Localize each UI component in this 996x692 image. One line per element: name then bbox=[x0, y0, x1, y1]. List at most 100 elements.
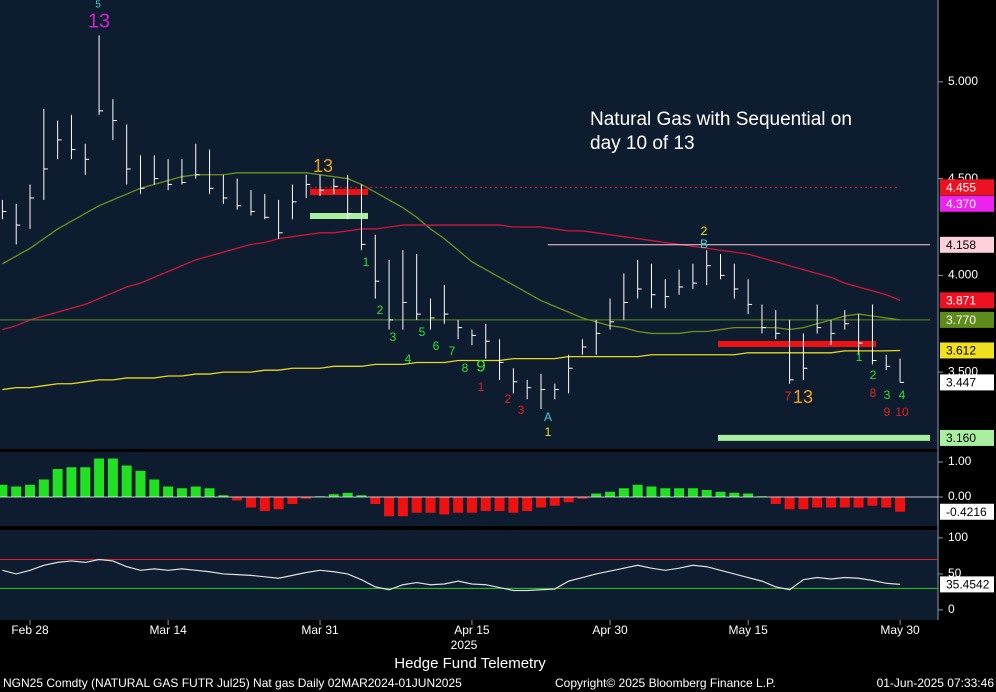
histogram-bar bbox=[425, 497, 436, 513]
annotation: 13 bbox=[313, 156, 333, 176]
note: Natural Gas with Sequential on bbox=[590, 109, 852, 130]
value-box bbox=[940, 342, 994, 359]
histogram-bar bbox=[356, 495, 367, 498]
histogram-bar bbox=[853, 497, 864, 508]
histogram-bar bbox=[632, 484, 643, 498]
annotation: 7 bbox=[784, 388, 791, 403]
histogram-bar bbox=[577, 497, 588, 499]
annotation: 2 bbox=[505, 392, 512, 406]
histogram-bar bbox=[522, 497, 533, 512]
histogram-bar bbox=[480, 497, 491, 512]
annotation: 3 bbox=[884, 388, 891, 402]
histogram-bar bbox=[784, 497, 795, 510]
histogram-bar bbox=[660, 488, 671, 498]
histogram-bar bbox=[218, 495, 229, 498]
histogram-bar bbox=[701, 490, 712, 498]
annotation: 13 bbox=[88, 10, 110, 32]
moving-average bbox=[2, 172, 901, 335]
histogram-bar bbox=[342, 492, 353, 498]
histogram-bar bbox=[826, 497, 836, 508]
x-tick-label: Feb 28 bbox=[11, 623, 49, 637]
histogram-bar bbox=[370, 497, 381, 505]
annotation: 1 bbox=[363, 255, 370, 269]
annotation: 6 bbox=[433, 339, 440, 353]
value-box bbox=[940, 311, 994, 328]
histogram-bar bbox=[25, 484, 36, 498]
moving-average bbox=[2, 224, 901, 331]
annotation: 5 bbox=[419, 325, 426, 339]
value-box bbox=[940, 195, 994, 212]
value-box bbox=[940, 429, 994, 446]
histogram-bar bbox=[301, 497, 312, 499]
value-box-label: 4.158 bbox=[946, 238, 976, 252]
y-tick-label: 5.000 bbox=[948, 74, 978, 88]
annotation: 3 bbox=[390, 330, 397, 344]
value-box-label: 3.612 bbox=[946, 344, 976, 358]
annotation: 2 bbox=[377, 303, 384, 317]
annotation: 2 bbox=[701, 224, 708, 238]
histogram-bar bbox=[729, 492, 740, 498]
histogram-bar bbox=[881, 497, 892, 508]
annotation: 4 bbox=[899, 388, 906, 402]
histogram-bar bbox=[439, 497, 450, 515]
histogram-bar bbox=[743, 493, 754, 498]
x-tick-label: Apr 15 bbox=[454, 623, 490, 637]
annotation: 7 bbox=[449, 344, 456, 358]
annotation: 8 bbox=[870, 386, 877, 400]
histogram-bar bbox=[384, 497, 395, 517]
histogram-bar bbox=[646, 486, 657, 498]
value-box-label: 3.770 bbox=[946, 313, 976, 327]
x-tick-label: Mar 31 bbox=[301, 623, 339, 637]
histogram-bar bbox=[591, 493, 602, 498]
x-tick-label: May 15 bbox=[728, 623, 768, 637]
value-box bbox=[940, 179, 994, 196]
value-box-label: 4.455 bbox=[946, 180, 976, 194]
histogram-bar bbox=[466, 497, 477, 513]
histogram-bar bbox=[687, 488, 698, 498]
histogram-bar bbox=[411, 497, 422, 513]
histogram-bar bbox=[135, 470, 146, 498]
histogram-bar bbox=[287, 497, 298, 505]
histogram-bar bbox=[94, 458, 105, 498]
histogram-bar bbox=[190, 486, 201, 498]
annotation: 13 bbox=[793, 387, 813, 407]
oscillator-panel bbox=[0, 530, 938, 620]
x-axis-year: 2025 bbox=[451, 638, 478, 652]
footer-title: Hedge Fund Telemetry bbox=[394, 655, 546, 672]
histogram-bar bbox=[715, 491, 726, 498]
annotation: 1 bbox=[545, 425, 552, 439]
value-box-label: 3.447 bbox=[946, 376, 976, 390]
histogram-bar bbox=[66, 467, 77, 498]
x-tick-label: May 30 bbox=[880, 623, 920, 637]
histogram-bar bbox=[38, 479, 49, 498]
histogram-bar bbox=[895, 497, 906, 512]
note: day 10 of 13 bbox=[590, 133, 695, 154]
y-tick-label: 1.00 bbox=[948, 454, 972, 468]
value-box-label: 35.4542 bbox=[946, 578, 990, 592]
footer-security: NGN25 Comdty (NATURAL GAS FUTR Jul25) Na… bbox=[3, 676, 462, 690]
footer-timestamp: 01-Jun-2025 07:33:46 bbox=[877, 676, 995, 690]
moving-average bbox=[2, 349, 901, 391]
value-box bbox=[940, 576, 994, 593]
footer-copyright: Copyright© 2025 Bloomberg Finance L.P. bbox=[555, 676, 776, 690]
histogram-bar bbox=[618, 488, 629, 498]
annotation: 9 bbox=[884, 405, 891, 419]
histogram-bar bbox=[245, 497, 256, 508]
histogram-bar bbox=[273, 497, 284, 510]
histogram-bar bbox=[798, 497, 809, 510]
histogram-bar bbox=[149, 479, 160, 498]
y-tick-label: 0 bbox=[948, 602, 955, 616]
value-box-label: -0.4216 bbox=[946, 505, 987, 519]
histogram-bar bbox=[549, 497, 560, 506]
histogram-bar bbox=[563, 497, 574, 503]
annotation: 3 bbox=[518, 403, 525, 417]
histogram-bar bbox=[328, 494, 339, 498]
histogram-bar bbox=[0, 484, 8, 498]
y-tick-label: 0.00 bbox=[948, 489, 972, 503]
value-box bbox=[940, 503, 994, 520]
annotation: 10 bbox=[895, 405, 909, 419]
x-tick-label: Mar 14 bbox=[149, 623, 187, 637]
histogram-bar bbox=[397, 497, 408, 517]
annotation: 8 bbox=[462, 361, 469, 375]
